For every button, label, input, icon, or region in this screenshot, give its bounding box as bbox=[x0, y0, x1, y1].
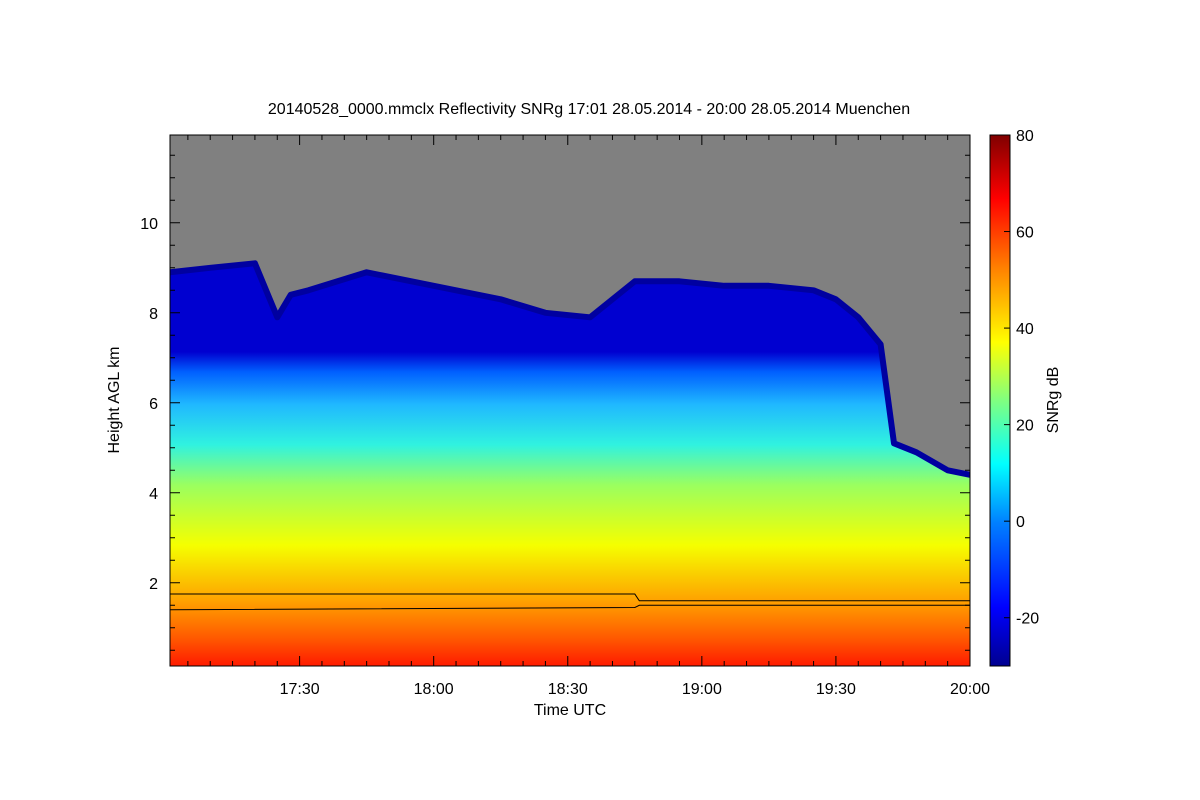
y-tick-label: 6 bbox=[149, 396, 158, 413]
x-tick-label: 20:00 bbox=[950, 681, 990, 698]
x-tick-label: 18:30 bbox=[548, 681, 588, 698]
colorbar-ticks: -20 0 20 40 60 80 bbox=[1004, 128, 1039, 628]
y-tick-label: 4 bbox=[149, 486, 158, 503]
colorbar-tick-label: 80 bbox=[1016, 128, 1034, 145]
plot-frame bbox=[169, 134, 971, 667]
colorbar-tick-label: 60 bbox=[1016, 225, 1034, 242]
x-tick-label: 19:00 bbox=[682, 681, 722, 698]
colorbar-ramp bbox=[989, 134, 1011, 667]
x-tick-label: 18:00 bbox=[414, 681, 454, 698]
chart-title: 20140528_0000.mmclx Reflectivity SNRg 17… bbox=[268, 101, 910, 118]
plot-area bbox=[170, 135, 970, 666]
x-tick-label: 19:30 bbox=[816, 681, 856, 698]
cloud-top-edge bbox=[170, 260, 970, 478]
colorbar-label: SNRg dB bbox=[1045, 367, 1062, 434]
cloud-reflectivity-field bbox=[170, 263, 970, 666]
colorbar: -20 0 20 40 60 80 SNRg dB bbox=[989, 128, 1062, 667]
colorbar-tick-label: 20 bbox=[1016, 418, 1034, 435]
overlay-line-upper bbox=[170, 593, 970, 602]
y-axis-label: Height AGL km bbox=[106, 346, 123, 453]
x-tick-label: 17:30 bbox=[280, 681, 320, 698]
colorbar-tick-label: 40 bbox=[1016, 321, 1034, 338]
colorbar-tick-label: 0 bbox=[1016, 514, 1025, 531]
x-axis: 17:30 18:00 18:30 19:00 19:30 20:00 bbox=[187, 135, 990, 698]
overlay-line-lower bbox=[170, 604, 970, 611]
y-tick-label: 8 bbox=[149, 306, 158, 323]
y-tick-label: 10 bbox=[140, 216, 158, 233]
colorbar-tick-label: -20 bbox=[1016, 611, 1039, 628]
x-axis-label: Time UTC bbox=[534, 702, 606, 719]
y-tick-label: 2 bbox=[149, 576, 158, 593]
y-axis: 2 4 6 8 10 bbox=[140, 154, 970, 651]
